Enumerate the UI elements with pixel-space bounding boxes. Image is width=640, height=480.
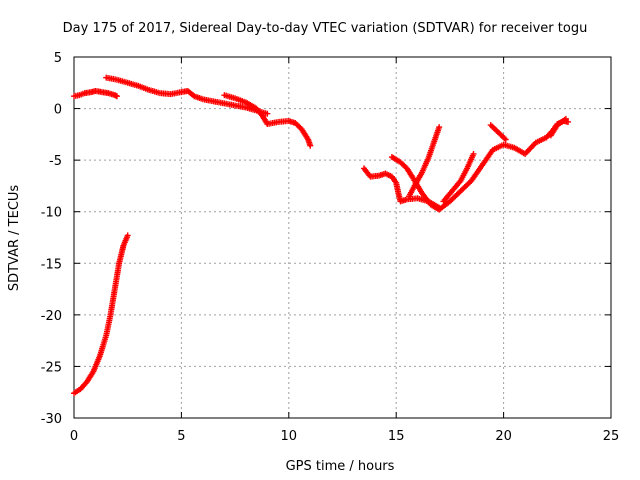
x-tick-label: 20 — [495, 429, 512, 444]
y-tick-label: -5 — [49, 154, 62, 169]
series-arc-4 — [71, 232, 131, 397]
x-axis-label: GPS time / hours — [286, 459, 395, 474]
axis-ticks: 0 5 10 15 20 25 -30 -25 -20 -15 -10 -5 0 5 — [41, 51, 620, 444]
x-tick-label: 15 — [388, 429, 405, 444]
y-tick-label: -25 — [41, 360, 62, 375]
x-tick-label: 0 — [70, 429, 78, 444]
data-point — [189, 92, 196, 99]
y-tick-label: -15 — [41, 257, 62, 272]
data-point — [565, 118, 572, 125]
series-arc-2 — [103, 74, 271, 117]
chart-title: Day 175 of 2017, Sidereal Day-to-day VTE… — [63, 21, 588, 36]
y-tick-label: -20 — [41, 309, 62, 324]
data-point — [436, 124, 443, 131]
data-point — [264, 110, 271, 117]
data-point — [562, 115, 569, 122]
series-arc-9 — [487, 122, 509, 143]
data-point — [113, 93, 120, 100]
series-arc-7 — [406, 124, 443, 200]
series-arc-3 — [221, 92, 314, 149]
y-tick-label: 5 — [54, 51, 62, 66]
data-point — [307, 142, 314, 149]
series-arc-10 — [547, 115, 569, 139]
y-tick-label: -30 — [41, 412, 62, 427]
y-tick-label: 0 — [54, 103, 62, 118]
plot-frame — [73, 56, 612, 419]
x-tick-label: 10 — [281, 429, 298, 444]
x-tick-label: 5 — [177, 429, 185, 444]
x-tick-label: 25 — [603, 429, 620, 444]
data-point — [470, 150, 477, 157]
series-arc-8 — [440, 150, 477, 205]
data-point — [501, 135, 508, 142]
grid — [74, 57, 611, 418]
series — [71, 74, 572, 397]
data-point — [502, 136, 509, 143]
data-point — [124, 232, 131, 239]
series-arc-1 — [71, 88, 120, 100]
y-tick-label: -10 — [41, 206, 62, 221]
series-arc-6 — [388, 117, 572, 213]
y-axis-label: SDTVAR / TECUs — [7, 185, 22, 292]
